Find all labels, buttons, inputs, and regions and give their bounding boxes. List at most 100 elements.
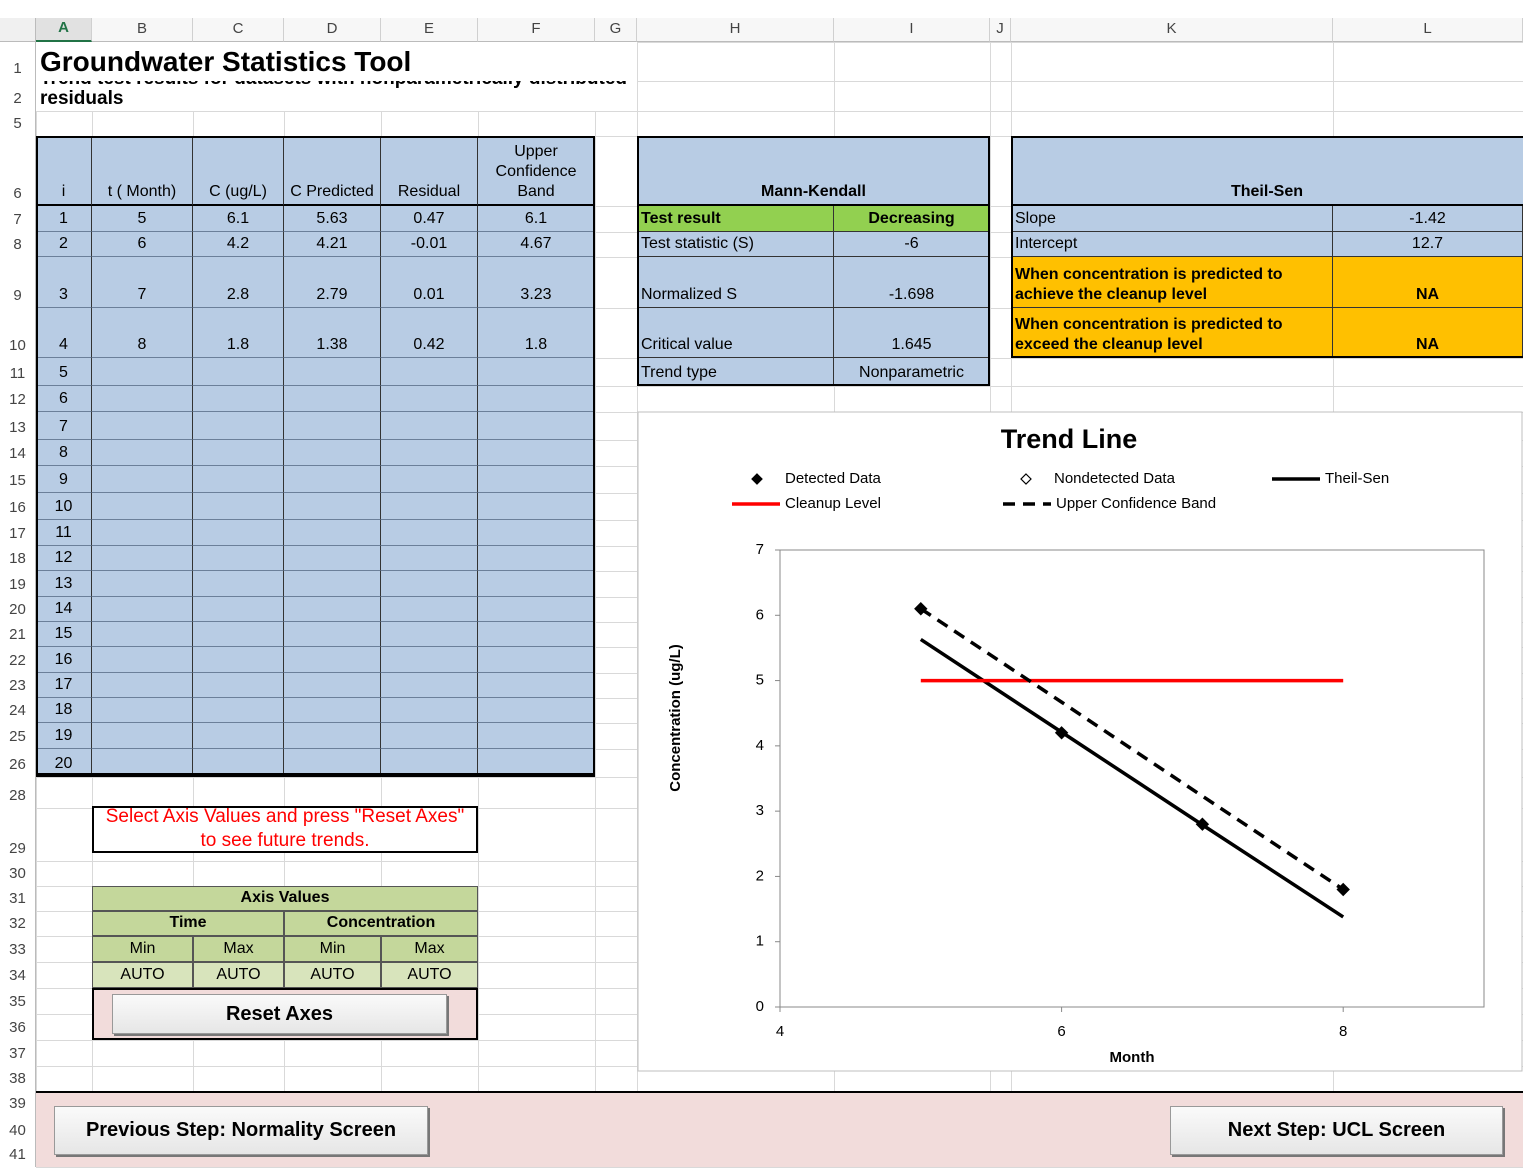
row-header: 13 — [0, 412, 36, 440]
table-cell: 16 — [36, 647, 92, 673]
axis-group: Concentration — [284, 911, 478, 936]
table-cell — [284, 358, 381, 386]
table-cell: -0.01 — [381, 232, 478, 257]
note: Select Axis Values and press "Reset Axes… — [92, 806, 478, 853]
table-cell: 7 — [92, 257, 193, 308]
table-cell — [92, 622, 193, 647]
ts-value: NA — [1333, 308, 1523, 358]
mk-value: -1.698 — [834, 257, 990, 308]
table-cell — [92, 597, 193, 622]
table-cell: 6.1 — [193, 206, 284, 232]
table-cell — [381, 440, 478, 466]
column-header: L — [1333, 18, 1523, 42]
table-cell — [478, 571, 595, 597]
table-cell — [478, 546, 595, 571]
reset-button[interactable]: Reset Axes — [112, 994, 447, 1034]
table-border — [36, 136, 595, 777]
sheet-subtitle: Trend test results for datasets with non… — [36, 81, 637, 111]
table-cell — [478, 386, 595, 412]
table-cell: 9 — [36, 466, 92, 493]
table-cell — [92, 723, 193, 749]
grid-line — [36, 386, 1523, 387]
table-cell — [381, 698, 478, 723]
row-header: 41 — [0, 1143, 36, 1167]
row-header: 16 — [0, 493, 36, 520]
y-tick-label: 3 — [756, 802, 764, 819]
axis-subheader: Min — [284, 936, 381, 962]
chart-area — [637, 411, 1523, 1072]
table-cell — [478, 412, 595, 440]
row-header: 19 — [0, 571, 36, 597]
legend-label: Nondetected Data — [1054, 470, 1176, 487]
table-cell — [478, 673, 595, 698]
table-cell: 0.42 — [381, 308, 478, 358]
table-cell: 10 — [36, 493, 92, 520]
table-cell — [381, 493, 478, 520]
row-header: 35 — [0, 988, 36, 1014]
mk-label: Critical value — [637, 308, 834, 358]
axis-value: AUTO — [92, 962, 193, 988]
column-header: A — [36, 18, 92, 42]
table-cell: 1.38 — [284, 308, 381, 358]
table-cell: 4 — [36, 308, 92, 358]
row-header: 31 — [0, 886, 36, 911]
axis-value: AUTO — [284, 962, 381, 988]
column-header: F — [478, 18, 595, 42]
table-cell: 0.47 — [381, 206, 478, 232]
table-cell — [92, 386, 193, 412]
row-header: 6 — [0, 136, 36, 206]
row-header: 1 — [0, 42, 36, 81]
data-point — [1054, 726, 1069, 740]
table-cell: 6 — [36, 386, 92, 412]
row-header: 36 — [0, 1014, 36, 1040]
table-cell: 1.8 — [478, 308, 595, 358]
table-cell — [381, 546, 478, 571]
row-header: 26 — [0, 749, 36, 777]
axis-value: AUTO — [381, 962, 478, 988]
table-cell: 19 — [36, 723, 92, 749]
table-cell: 2.79 — [284, 257, 381, 308]
x-tick-label: 8 — [1339, 1023, 1347, 1040]
axis-subheader: Max — [193, 936, 284, 962]
table-cell: 2.8 — [193, 257, 284, 308]
mk-border — [637, 136, 990, 386]
x-tick-label: 4 — [776, 1023, 784, 1040]
next-button[interactable]: Next Step: UCL Screen — [1170, 1106, 1503, 1155]
table-cell — [478, 597, 595, 622]
ts-value: -1.42 — [1333, 206, 1523, 232]
series-line — [919, 607, 1345, 891]
row-header: 30 — [0, 861, 36, 886]
table-header: C Predicted — [284, 136, 381, 206]
table-cell — [284, 571, 381, 597]
table-cell — [284, 546, 381, 571]
row-header: 24 — [0, 698, 36, 723]
chart-title: Trend Line — [1001, 424, 1138, 454]
legend-marker — [751, 473, 763, 485]
table-cell — [478, 520, 595, 546]
previous-button[interactable]: Previous Step: Normality Screen — [54, 1106, 428, 1155]
table-cell — [92, 698, 193, 723]
table-cell — [381, 466, 478, 493]
table-cell: 4.21 — [284, 232, 381, 257]
table-cell: 15 — [36, 622, 92, 647]
table-cell — [193, 440, 284, 466]
ts-label: Slope — [1011, 206, 1333, 232]
row-header: 12 — [0, 386, 36, 412]
row-header: 39 — [0, 1091, 36, 1116]
legend-marker — [1020, 473, 1032, 485]
table-cell: 5.63 — [284, 206, 381, 232]
row-header: 7 — [0, 206, 36, 232]
ts-value: NA — [1333, 257, 1523, 308]
ts-label: Intercept — [1011, 232, 1333, 257]
y-tick-label: 2 — [756, 867, 764, 884]
table-cell — [193, 622, 284, 647]
y-tick-label: 1 — [756, 933, 764, 950]
grid-line — [595, 18, 596, 1091]
row-header: 33 — [0, 936, 36, 962]
data-point — [914, 602, 928, 616]
table-cell — [381, 673, 478, 698]
table-header: t ( Month) — [92, 136, 193, 206]
ts-label: When concentration is predicted to achie… — [1011, 257, 1333, 308]
table-cell — [478, 466, 595, 493]
table-cell — [193, 723, 284, 749]
